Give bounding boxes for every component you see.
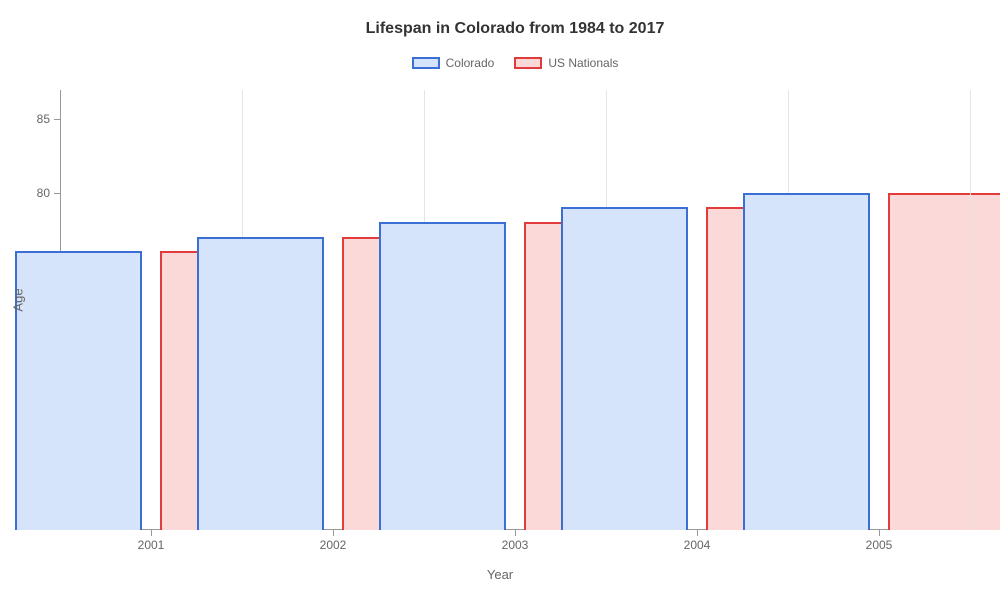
y-tick-label: 80 — [37, 186, 50, 200]
bar — [197, 237, 324, 530]
chart-title: Lifespan in Colorado from 1984 to 2017 — [60, 20, 970, 38]
x-tick-mark — [151, 530, 152, 536]
plot-area: 60657075808520012002200320042005 — [60, 90, 970, 530]
bar — [379, 222, 506, 530]
chart-container: Lifespan in Colorado from 1984 to 2017 C… — [0, 0, 1000, 600]
x-tick-label: 2004 — [684, 538, 711, 552]
legend-swatch-us-nationals — [514, 57, 542, 69]
bar — [743, 193, 870, 530]
x-tick-label: 2005 — [866, 538, 893, 552]
x-axis-label: Year — [487, 567, 513, 582]
legend-item-us-nationals: US Nationals — [514, 56, 618, 70]
y-tick-label: 85 — [37, 112, 50, 126]
x-tick-mark — [333, 530, 334, 536]
x-tick-label: 2003 — [502, 538, 529, 552]
legend-swatch-colorado — [412, 57, 440, 69]
bar — [561, 207, 688, 530]
legend-label-us-nationals: US Nationals — [548, 56, 618, 70]
gridline-vertical — [970, 90, 971, 530]
bar — [888, 193, 1000, 530]
x-tick-mark — [879, 530, 880, 536]
y-axis-label: Age — [11, 288, 26, 311]
legend-label-colorado: Colorado — [446, 56, 495, 70]
x-tick-label: 2001 — [138, 538, 165, 552]
y-tick-mark — [54, 119, 60, 120]
bar — [15, 251, 142, 530]
legend-item-colorado: Colorado — [412, 56, 495, 70]
x-tick-mark — [515, 530, 516, 536]
x-tick-mark — [697, 530, 698, 536]
y-tick-mark — [54, 193, 60, 194]
x-tick-label: 2002 — [320, 538, 347, 552]
legend: Colorado US Nationals — [60, 56, 970, 70]
